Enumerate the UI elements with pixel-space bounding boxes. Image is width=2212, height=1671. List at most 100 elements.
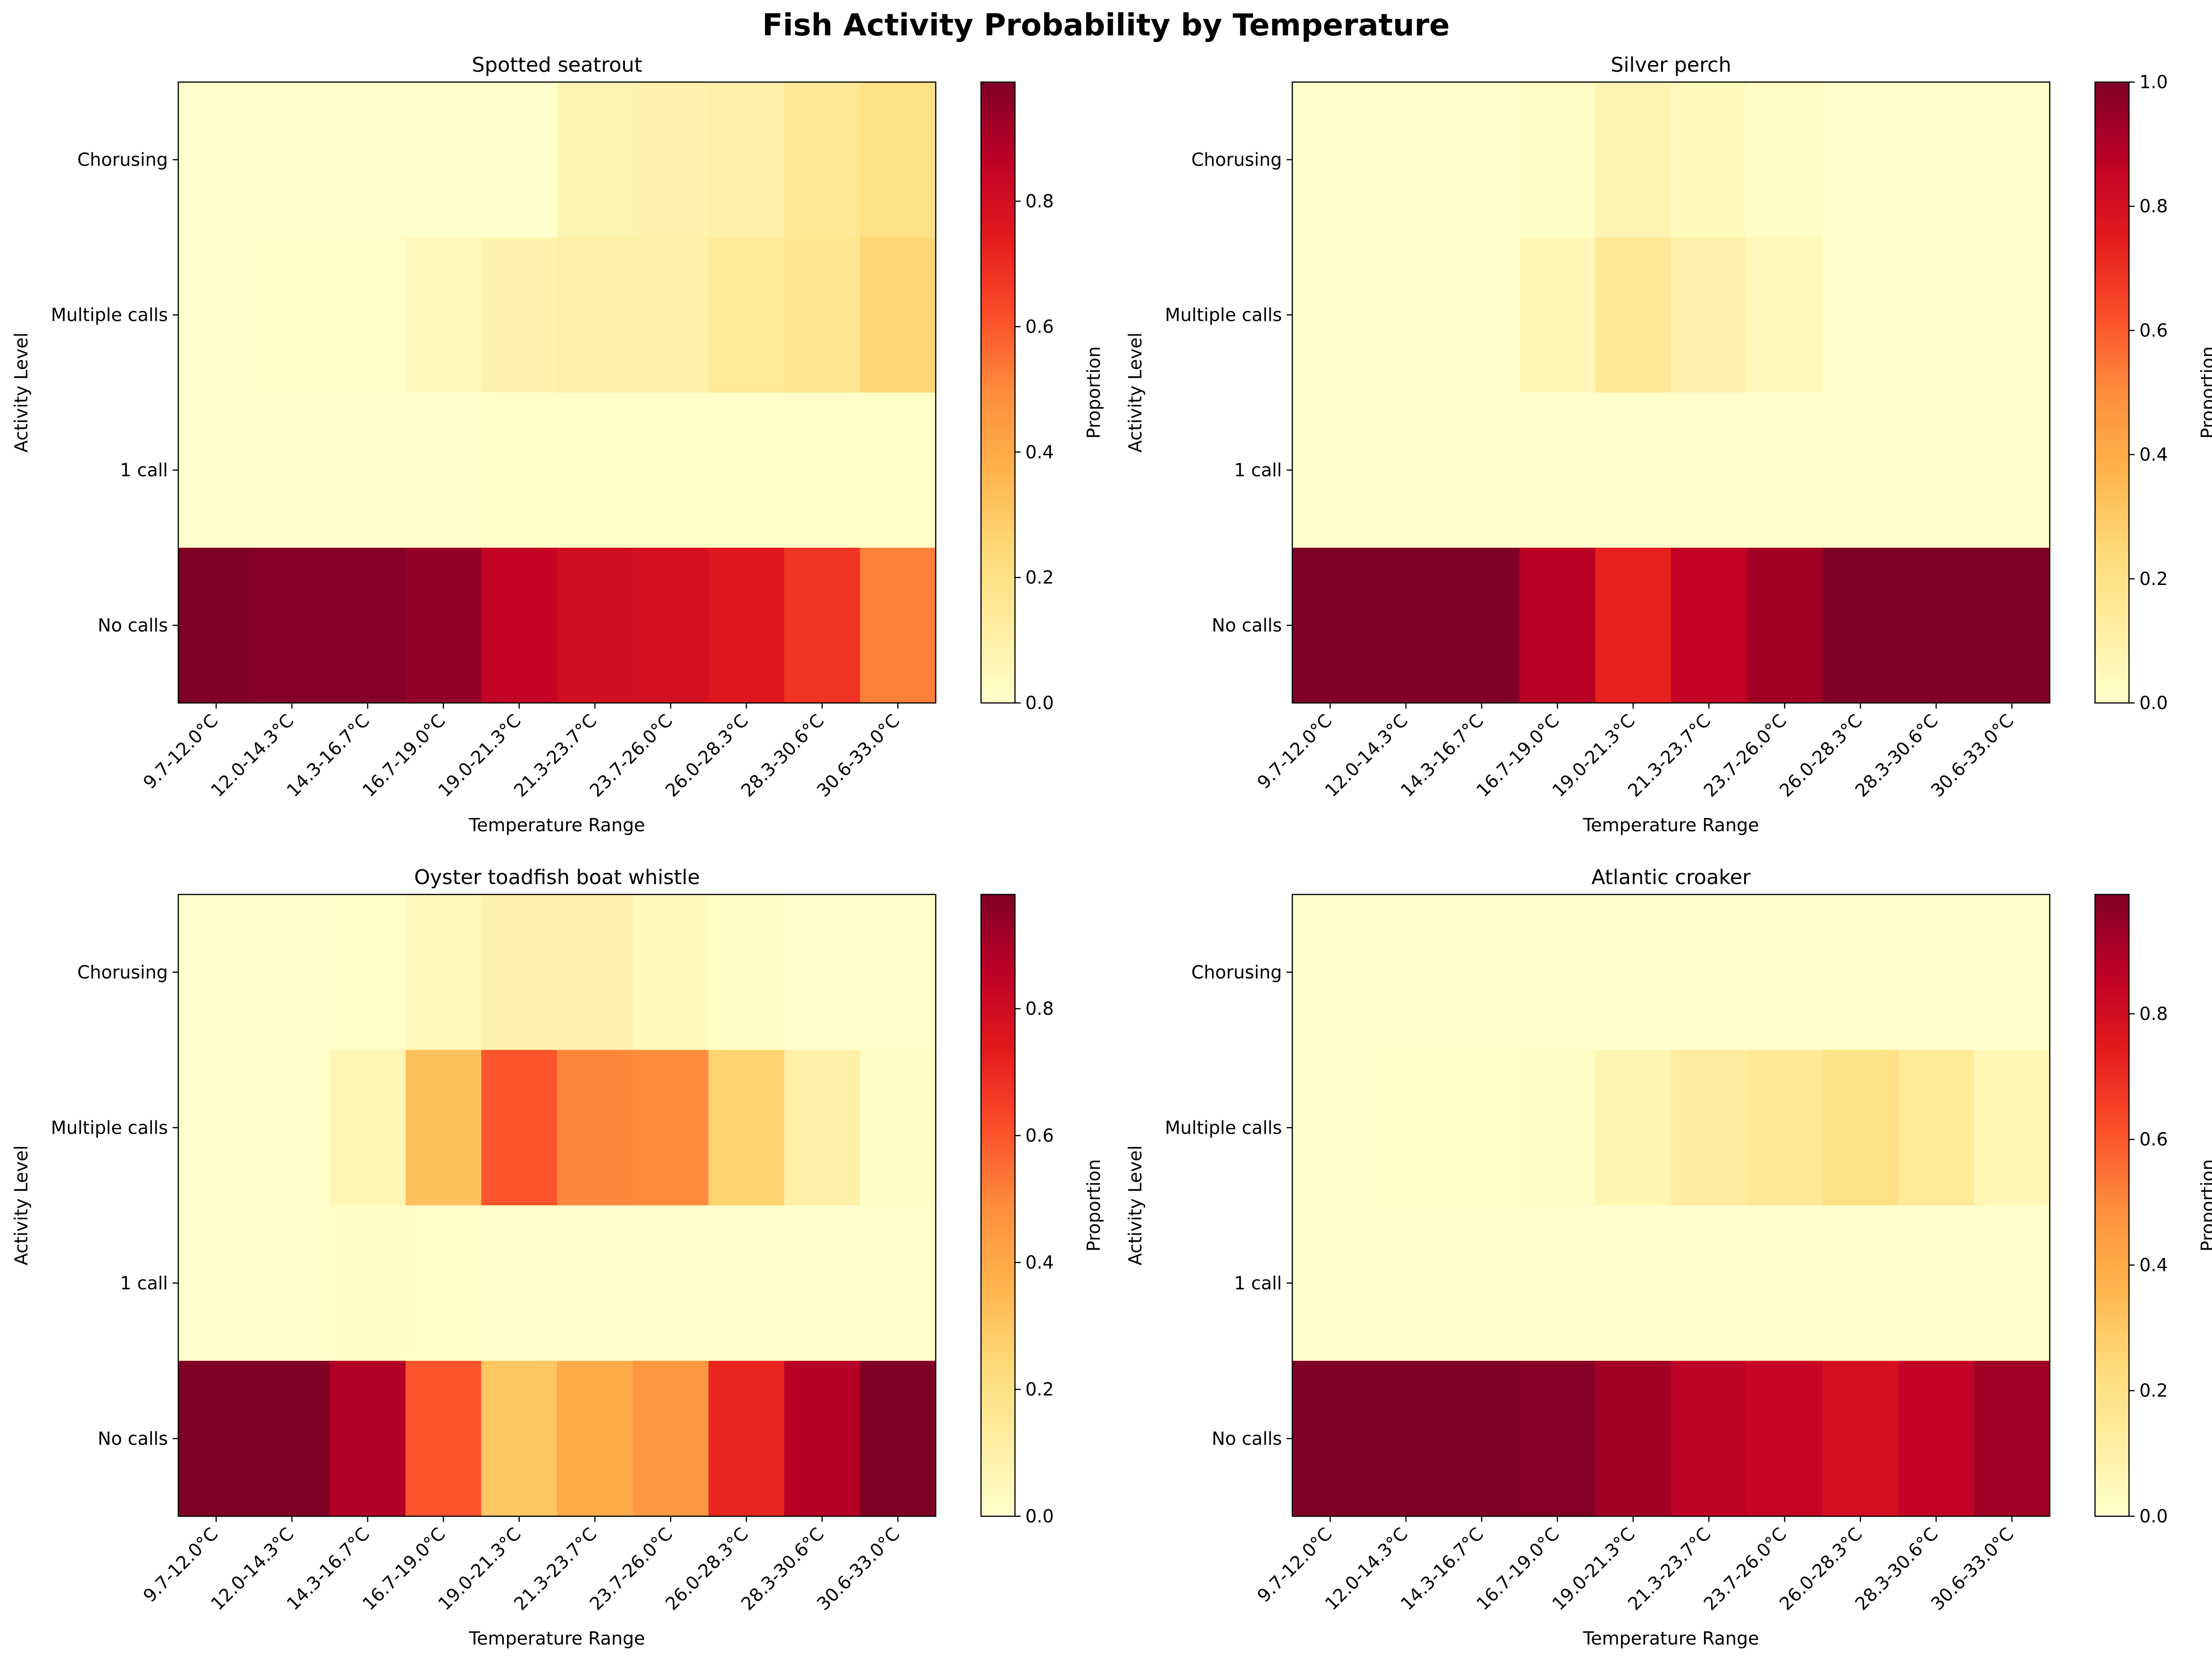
heatmap-cell bbox=[1292, 1050, 1369, 1206]
heatmap-cell bbox=[1595, 1205, 1671, 1362]
heatmap-cell bbox=[1595, 393, 1671, 548]
heatmap-cell bbox=[1822, 1361, 1899, 1517]
heatmap-cell bbox=[632, 1050, 709, 1206]
heatmap-cell bbox=[784, 1361, 860, 1517]
y-axis-label: Activity Level bbox=[1125, 1145, 1146, 1266]
heatmap-cell bbox=[1292, 393, 1369, 548]
heatmap-cell bbox=[784, 237, 860, 393]
heatmap-cell bbox=[1595, 82, 1671, 238]
heatmap-cell bbox=[254, 237, 330, 393]
heatmap-cell bbox=[860, 82, 936, 238]
heatmap-cell bbox=[632, 894, 709, 1051]
colorbar: 0.0 0.2 0.4 0.6 0.8 Proportion bbox=[980, 894, 1104, 1527]
heatmap-panel-oyster-toadfish-boat-whistle: Oyster toadfish boat whistle Chorusing Mul… bbox=[11, 866, 1104, 1649]
heatmap-cell bbox=[481, 1050, 557, 1206]
heatmap-cell bbox=[178, 237, 255, 393]
y-tick-label: No calls bbox=[1212, 1428, 1282, 1449]
heatmap-cell bbox=[405, 1205, 482, 1362]
heatmap-cell bbox=[784, 393, 860, 548]
heatmap-cell bbox=[1519, 82, 1596, 238]
heatmap-cell bbox=[1444, 237, 1520, 393]
colorbar-tick-label: 1.0 bbox=[2139, 72, 2168, 92]
y-tick-label: No calls bbox=[98, 1428, 168, 1449]
heatmap-cell bbox=[1595, 1050, 1671, 1206]
heatmap-cell bbox=[632, 82, 709, 238]
colorbar-tick-label: 0.0 bbox=[1025, 693, 1054, 713]
heatmap-cell bbox=[1822, 393, 1899, 548]
x-axis-label: Temperature Range bbox=[468, 1628, 645, 1649]
y-axis-label: Activity Level bbox=[11, 333, 32, 453]
heatmap-cell bbox=[481, 548, 557, 703]
heatmap-cell bbox=[557, 237, 633, 393]
heatmap-cell bbox=[1519, 393, 1596, 548]
colorbar-tick-label: 0.0 bbox=[2139, 693, 2168, 713]
colorbar: 0.0 0.2 0.4 0.6 0.8 1.0 Proportion bbox=[2094, 72, 2212, 713]
heatmap-panel-silver-perch: Silver perch Chorusing Multiple calls 1 cal… bbox=[1125, 53, 2212, 836]
heatmap-cell bbox=[330, 1361, 406, 1517]
heatmap-cell bbox=[1368, 548, 1444, 703]
x-axis-label: Temperature Range bbox=[1582, 1628, 1759, 1649]
colorbar-tick-label: 0.2 bbox=[1025, 567, 1054, 588]
y-tick-label: Multiple calls bbox=[51, 1117, 168, 1138]
colorbar-tick-label: 0.4 bbox=[2139, 444, 2168, 465]
heatmap-cell bbox=[178, 82, 255, 238]
heatmap-cell bbox=[254, 1050, 330, 1206]
colorbar-tick-label: 0.8 bbox=[2139, 1003, 2168, 1024]
heatmap-cell bbox=[1595, 237, 1671, 393]
colorbar-tick-label: 0.2 bbox=[2139, 568, 2168, 589]
heatmap-cell bbox=[1292, 1361, 1369, 1517]
x-tick-label: 9.7-12.0°C bbox=[1253, 1523, 1336, 1606]
heatmap-cell bbox=[330, 894, 406, 1051]
heatmap-cell bbox=[254, 548, 330, 703]
y-tick-label: No calls bbox=[98, 615, 168, 636]
heatmap-cell bbox=[178, 1205, 255, 1362]
x-tick-label: 9.7-12.0°C bbox=[139, 1523, 222, 1606]
heatmap-cell bbox=[1974, 1050, 2050, 1206]
heatmap-cell bbox=[708, 82, 785, 238]
y-tick-label: 1 call bbox=[120, 1273, 168, 1294]
heatmap-cell bbox=[1519, 237, 1596, 393]
heatmap-cell bbox=[178, 1050, 255, 1206]
heatmap-cell bbox=[1519, 548, 1596, 703]
heatmap-panel-atlantic-croaker: Atlantic croaker Chorusing Multiple calls 1… bbox=[1125, 866, 2212, 1649]
y-tick-label: 1 call bbox=[1234, 460, 1282, 481]
panel-title: Spotted seatrout bbox=[472, 53, 642, 77]
heatmap-cell bbox=[784, 548, 860, 703]
y-tick-label: Multiple calls bbox=[1165, 1117, 1282, 1138]
heatmap-cell bbox=[330, 82, 406, 238]
heatmap-cell bbox=[557, 1050, 633, 1206]
y-tick-label: Chorusing bbox=[1191, 962, 1282, 983]
heatmap-cell bbox=[1671, 237, 1747, 393]
heatmap-cell bbox=[1746, 1361, 1823, 1517]
heatmap-cell bbox=[784, 82, 860, 238]
heatmap-cell bbox=[1368, 237, 1444, 393]
heatmap-cell bbox=[860, 548, 936, 703]
plot-frame bbox=[1291, 81, 2051, 704]
colorbar-gradient bbox=[2094, 894, 2130, 1517]
heatmap-cell bbox=[481, 1361, 557, 1517]
heatmap-cell bbox=[1671, 548, 1747, 703]
colorbar-tick-label: 0.4 bbox=[1025, 442, 1054, 462]
heatmap-cell bbox=[557, 548, 633, 703]
heatmap-cell bbox=[1519, 1361, 1596, 1517]
heatmap-cell bbox=[1292, 548, 1369, 703]
y-axis-label: Activity Level bbox=[1125, 333, 1146, 453]
heatmap-cell bbox=[1595, 1361, 1671, 1517]
heatmap-cell bbox=[1746, 894, 1823, 1051]
heatmap-cell bbox=[481, 393, 557, 548]
heatmap-cell bbox=[1595, 894, 1671, 1051]
heatmap-cell bbox=[330, 548, 406, 703]
figure-title: Fish Activity Probability by Temperature bbox=[762, 8, 1450, 43]
plot-frame bbox=[177, 894, 937, 1517]
heatmap-cell bbox=[860, 1361, 936, 1517]
heatmap-cell bbox=[860, 393, 936, 548]
heatmap-cell bbox=[1898, 548, 1974, 703]
y-tick-label: Multiple calls bbox=[51, 305, 168, 326]
heatmap-cell bbox=[1444, 1205, 1520, 1362]
heatmap-cell bbox=[1974, 393, 2050, 548]
heatmap-cell bbox=[481, 1205, 557, 1362]
heatmap-cell bbox=[1292, 237, 1369, 393]
heatmap-cell bbox=[557, 1205, 633, 1362]
y-tick-label: Chorusing bbox=[1191, 150, 1282, 170]
